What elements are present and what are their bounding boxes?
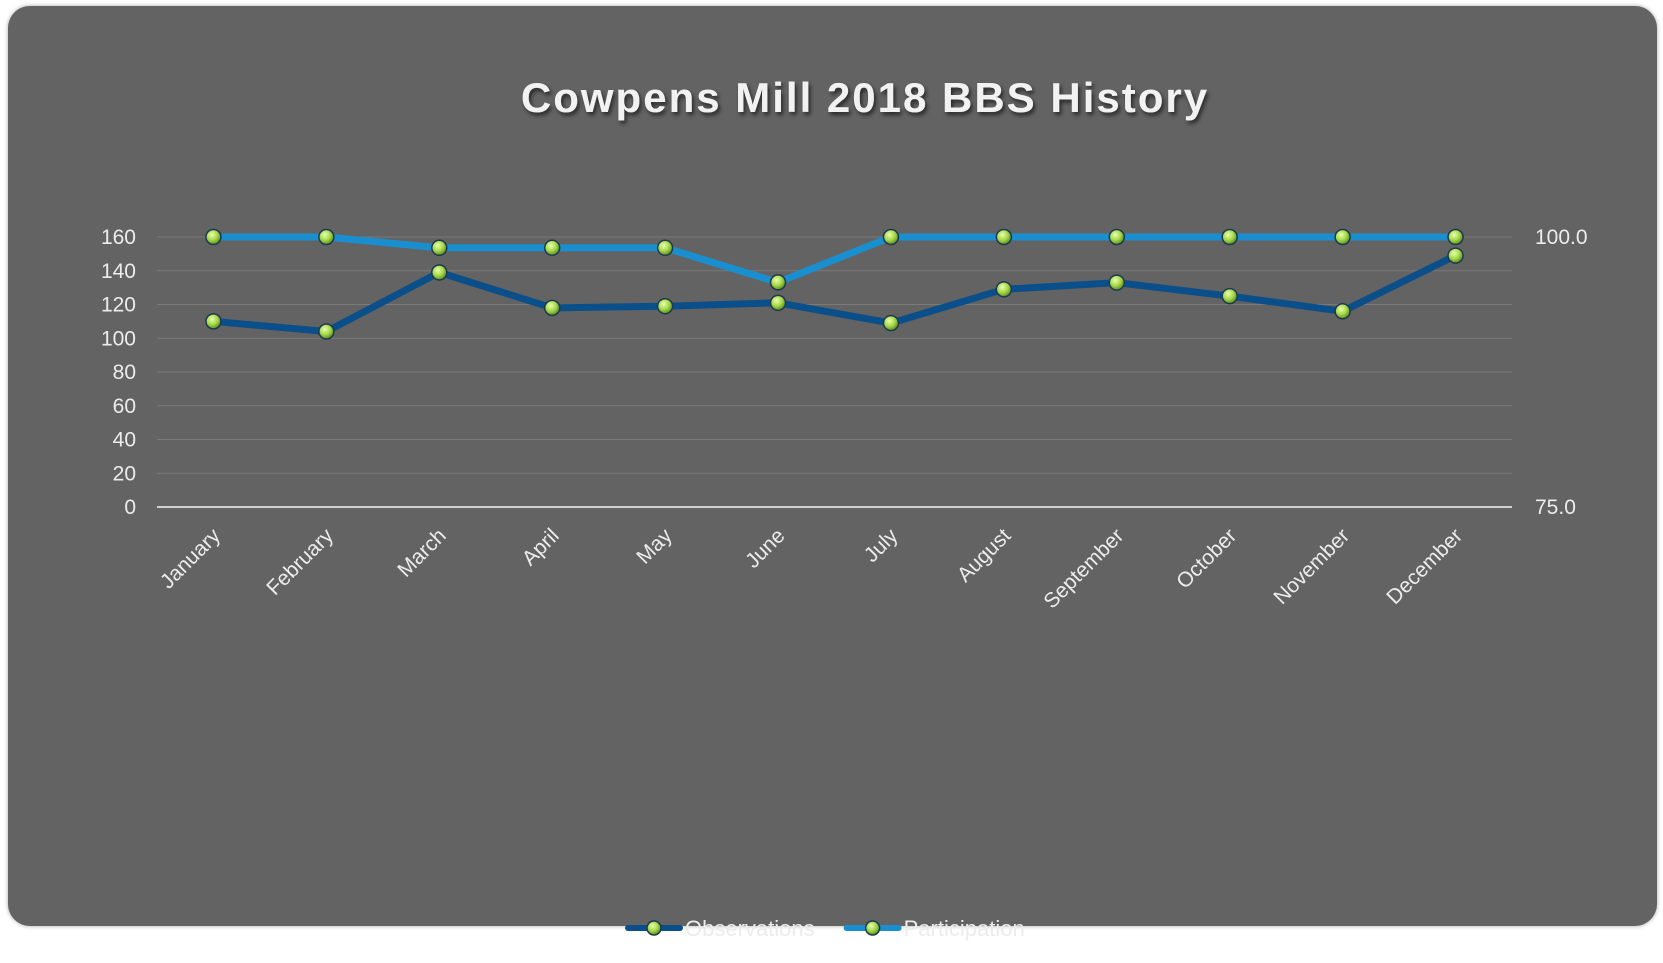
x-tick-label: August (953, 524, 1016, 587)
data-point (882, 228, 900, 246)
y-left-tick-label: 160 (101, 226, 136, 249)
y-left-tick-label: 60 (113, 395, 136, 418)
y-left-tick-label: 100 (101, 327, 136, 350)
series-line-participation (210, 233, 1459, 286)
legend: Observations Participation (625, 916, 1025, 941)
x-tick-label: October (1172, 524, 1241, 593)
x-axis: January February March April May June July Augu… (156, 524, 1467, 613)
legend-label: Observations (685, 916, 815, 941)
y-left-tick-label: 80 (113, 361, 136, 384)
data-point (1108, 274, 1126, 291)
chart-panel (8, 6, 1657, 926)
grid-lines (157, 236, 1512, 508)
x-tick-label: May (632, 524, 677, 569)
legend-item-participation: Participation (843, 916, 1025, 941)
data-point (543, 299, 561, 317)
data-point (1334, 228, 1351, 246)
data-point (318, 323, 335, 340)
x-tick-label: December (1382, 524, 1467, 609)
data-point (431, 239, 448, 257)
y-left-tick-label: 20 (113, 462, 136, 485)
x-tick-label: April (518, 524, 564, 570)
series-layer (205, 228, 1464, 340)
y-right-tick-label: 75.0 (1535, 496, 1576, 519)
data-point (431, 264, 448, 281)
legend-marker (864, 920, 881, 936)
series-points-observations (205, 247, 1464, 340)
y-left-tick-label: 0 (124, 496, 136, 519)
y-axis-right: 75.0 100.0 (1535, 226, 1588, 519)
data-point (1221, 287, 1238, 305)
data-point (769, 294, 787, 312)
data-point (1334, 303, 1351, 320)
chart-title: Cowpens Mill 2018 BBS History (521, 74, 1209, 121)
data-point (205, 313, 222, 330)
legend-label: Participation (904, 916, 1025, 941)
data-point (1221, 228, 1238, 246)
data-point (1108, 228, 1126, 246)
data-point (1447, 228, 1464, 246)
x-tick-label: June (741, 524, 789, 572)
data-point (995, 281, 1013, 298)
series-points-participation (205, 228, 1464, 291)
data-point (318, 228, 335, 246)
legend-item-observations: Observations (625, 916, 815, 941)
data-point (769, 274, 787, 291)
y-left-tick-label: 120 (101, 294, 136, 317)
data-point (656, 239, 674, 257)
x-tick-label: November (1269, 524, 1354, 609)
data-point (205, 228, 222, 246)
legend-marker (646, 920, 662, 936)
x-tick-label: March (393, 524, 451, 582)
x-tick-label: January (156, 524, 225, 593)
y-left-tick-label: 140 (101, 260, 136, 283)
y-axis-left: 0 20 40 60 80 100 120 140 160 (101, 226, 136, 519)
data-point (995, 228, 1013, 246)
data-point (543, 239, 561, 257)
x-tick-label: February (262, 524, 338, 600)
y-right-tick-label: 100.0 (1535, 226, 1588, 249)
data-point (656, 297, 674, 315)
series-line-observations (210, 252, 1459, 335)
x-tick-label: July (860, 524, 903, 567)
x-tick-label: September (1039, 524, 1128, 613)
data-point (882, 314, 900, 332)
data-point (1447, 247, 1464, 264)
y-left-tick-label: 40 (113, 429, 136, 452)
